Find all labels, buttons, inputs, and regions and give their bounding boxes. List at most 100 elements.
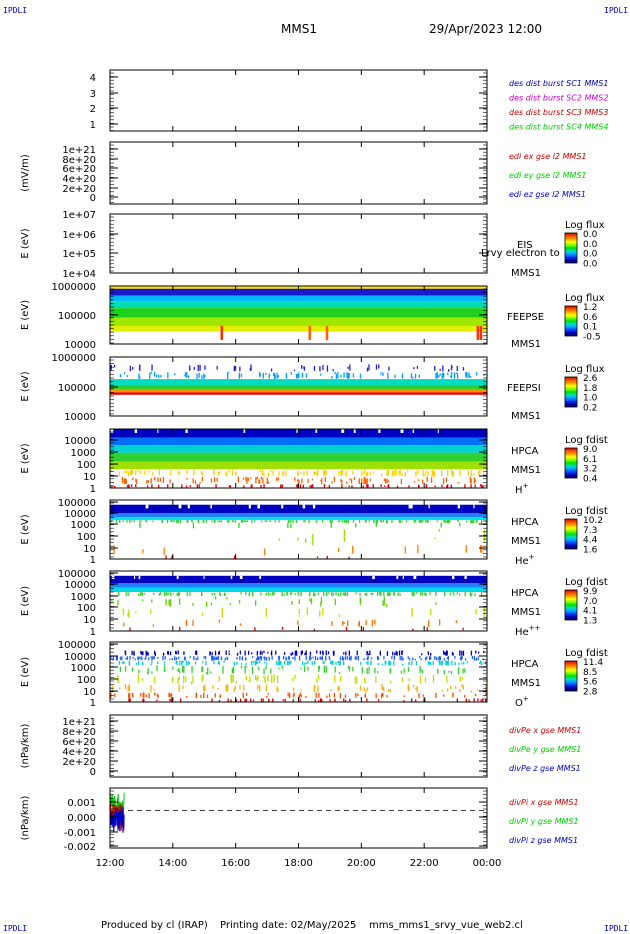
spectrogram-speck — [339, 675, 342, 682]
species-label: O+ — [515, 695, 529, 709]
spectrogram-speck — [191, 520, 193, 523]
spectrogram-speck — [287, 656, 290, 660]
colorbar — [564, 376, 578, 408]
y-tick-label: 4 — [90, 73, 96, 84]
spectrogram-speck — [287, 522, 289, 528]
spectrogram-speck — [344, 700, 347, 702]
spectrogram-speck — [322, 661, 324, 664]
spectrogram-speck — [447, 520, 449, 523]
spectrogram-speck — [192, 478, 194, 484]
spectrogram-speck — [390, 680, 392, 684]
spectrogram-speck — [314, 686, 316, 689]
spectrogram-speck — [278, 667, 280, 670]
spectrogram-speck — [450, 364, 453, 371]
spectrogram-speck — [196, 484, 198, 488]
spectrogram-speck — [171, 555, 173, 559]
spectrogram-speck — [287, 692, 289, 697]
spectrogram-speck — [265, 373, 267, 375]
colorbar-value: 5.6 — [583, 678, 598, 688]
spectrogram-speck — [477, 698, 479, 702]
spectrogram-speck — [369, 478, 371, 481]
spectrogram-speck — [258, 666, 260, 671]
spectrogram-band — [110, 392, 487, 395]
spectrogram-speck — [320, 596, 323, 604]
spectrogram-speck — [362, 485, 364, 488]
spectrogram-speck — [421, 653, 423, 656]
spectrogram-speck — [291, 601, 293, 605]
spectrogram-speck — [169, 658, 171, 661]
spectrogram-speck — [227, 684, 229, 692]
spectrogram-speck — [174, 656, 176, 661]
spectrogram-speck — [129, 365, 131, 372]
spectrogram-speck — [234, 520, 236, 523]
y-tick-label: 1000 — [71, 592, 96, 603]
x-tick-label: 00:00 — [473, 858, 502, 869]
spectrogram-speck — [368, 520, 370, 523]
spectrogram-spike — [308, 326, 311, 340]
spectrogram-speck — [157, 657, 159, 659]
spectrogram-speck — [399, 655, 401, 661]
spectrogram-speck — [240, 592, 242, 595]
spectrogram-speck — [450, 375, 452, 378]
spectrogram-speck — [448, 670, 450, 673]
spectrogram-band — [110, 317, 487, 327]
spectrogram-speck — [470, 520, 472, 523]
spectrogram-speck — [233, 688, 235, 693]
spectrogram-speck — [459, 522, 461, 527]
spectrogram-speck — [323, 665, 325, 673]
spectrogram-speck — [480, 661, 483, 665]
spectrogram-speck — [334, 675, 336, 683]
spectrogram-speck — [432, 674, 435, 683]
spectrogram-speck — [322, 365, 324, 370]
spectrogram-speck — [130, 484, 133, 487]
spectrogram-speck — [270, 593, 272, 596]
y-tick-label: 10 — [83, 687, 96, 698]
spectrogram-speck — [242, 477, 244, 480]
spectrogram-speck — [332, 651, 335, 656]
spectrogram-speck — [174, 373, 176, 376]
spectrogram-speck — [414, 658, 416, 661]
spectrogram-speck — [139, 364, 141, 372]
spectrogram-speck — [201, 375, 203, 380]
spectrogram-speck — [350, 655, 352, 661]
spectrogram-speck — [287, 661, 289, 665]
spectrogram-band — [110, 301, 487, 309]
spectrogram-speck — [119, 666, 121, 672]
spectrogram-speck — [233, 555, 236, 559]
spectrogram-speck — [263, 548, 266, 556]
spectrogram-speck — [251, 666, 254, 675]
spectrogram-speck — [278, 520, 280, 523]
spectrogram-speck — [225, 684, 227, 692]
spectrogram-speck — [384, 660, 386, 666]
spectrogram-speck — [264, 675, 266, 681]
y-tick-label: 10 — [83, 472, 96, 483]
spectrogram-speck — [303, 471, 305, 476]
spectrogram-speck — [274, 375, 276, 379]
spectrogram-speck — [110, 469, 112, 472]
spectrogram-speck — [283, 652, 286, 655]
spectrogram-speck — [413, 684, 415, 688]
spectrogram-speck — [275, 650, 277, 655]
spectrogram-speck — [319, 650, 321, 655]
spectrogram-speck — [218, 661, 221, 665]
legend-entry: des dist burst SC4 MMS4 — [509, 123, 608, 132]
spectrogram-speck — [355, 592, 357, 595]
spectrogram-band — [110, 437, 487, 446]
spectrogram-speck — [205, 601, 208, 607]
spectrogram-speck — [401, 677, 403, 683]
y-tick-label: 1 — [90, 484, 96, 495]
spectrogram-speck — [482, 698, 484, 703]
spectrogram-speck — [157, 661, 159, 664]
panel-frame — [109, 69, 488, 132]
spectrogram-speck — [380, 484, 382, 487]
spectrogram-speck — [422, 694, 424, 697]
spectrogram-speck — [363, 476, 366, 480]
spectrogram-speck — [329, 520, 331, 524]
data-gap — [176, 575, 179, 580]
spectrogram-speck — [382, 692, 384, 697]
spectrogram-speck — [171, 520, 173, 523]
spectrogram-speck — [446, 675, 448, 683]
spectrogram-speck — [482, 658, 484, 660]
spectrogram-speck — [203, 520, 205, 523]
